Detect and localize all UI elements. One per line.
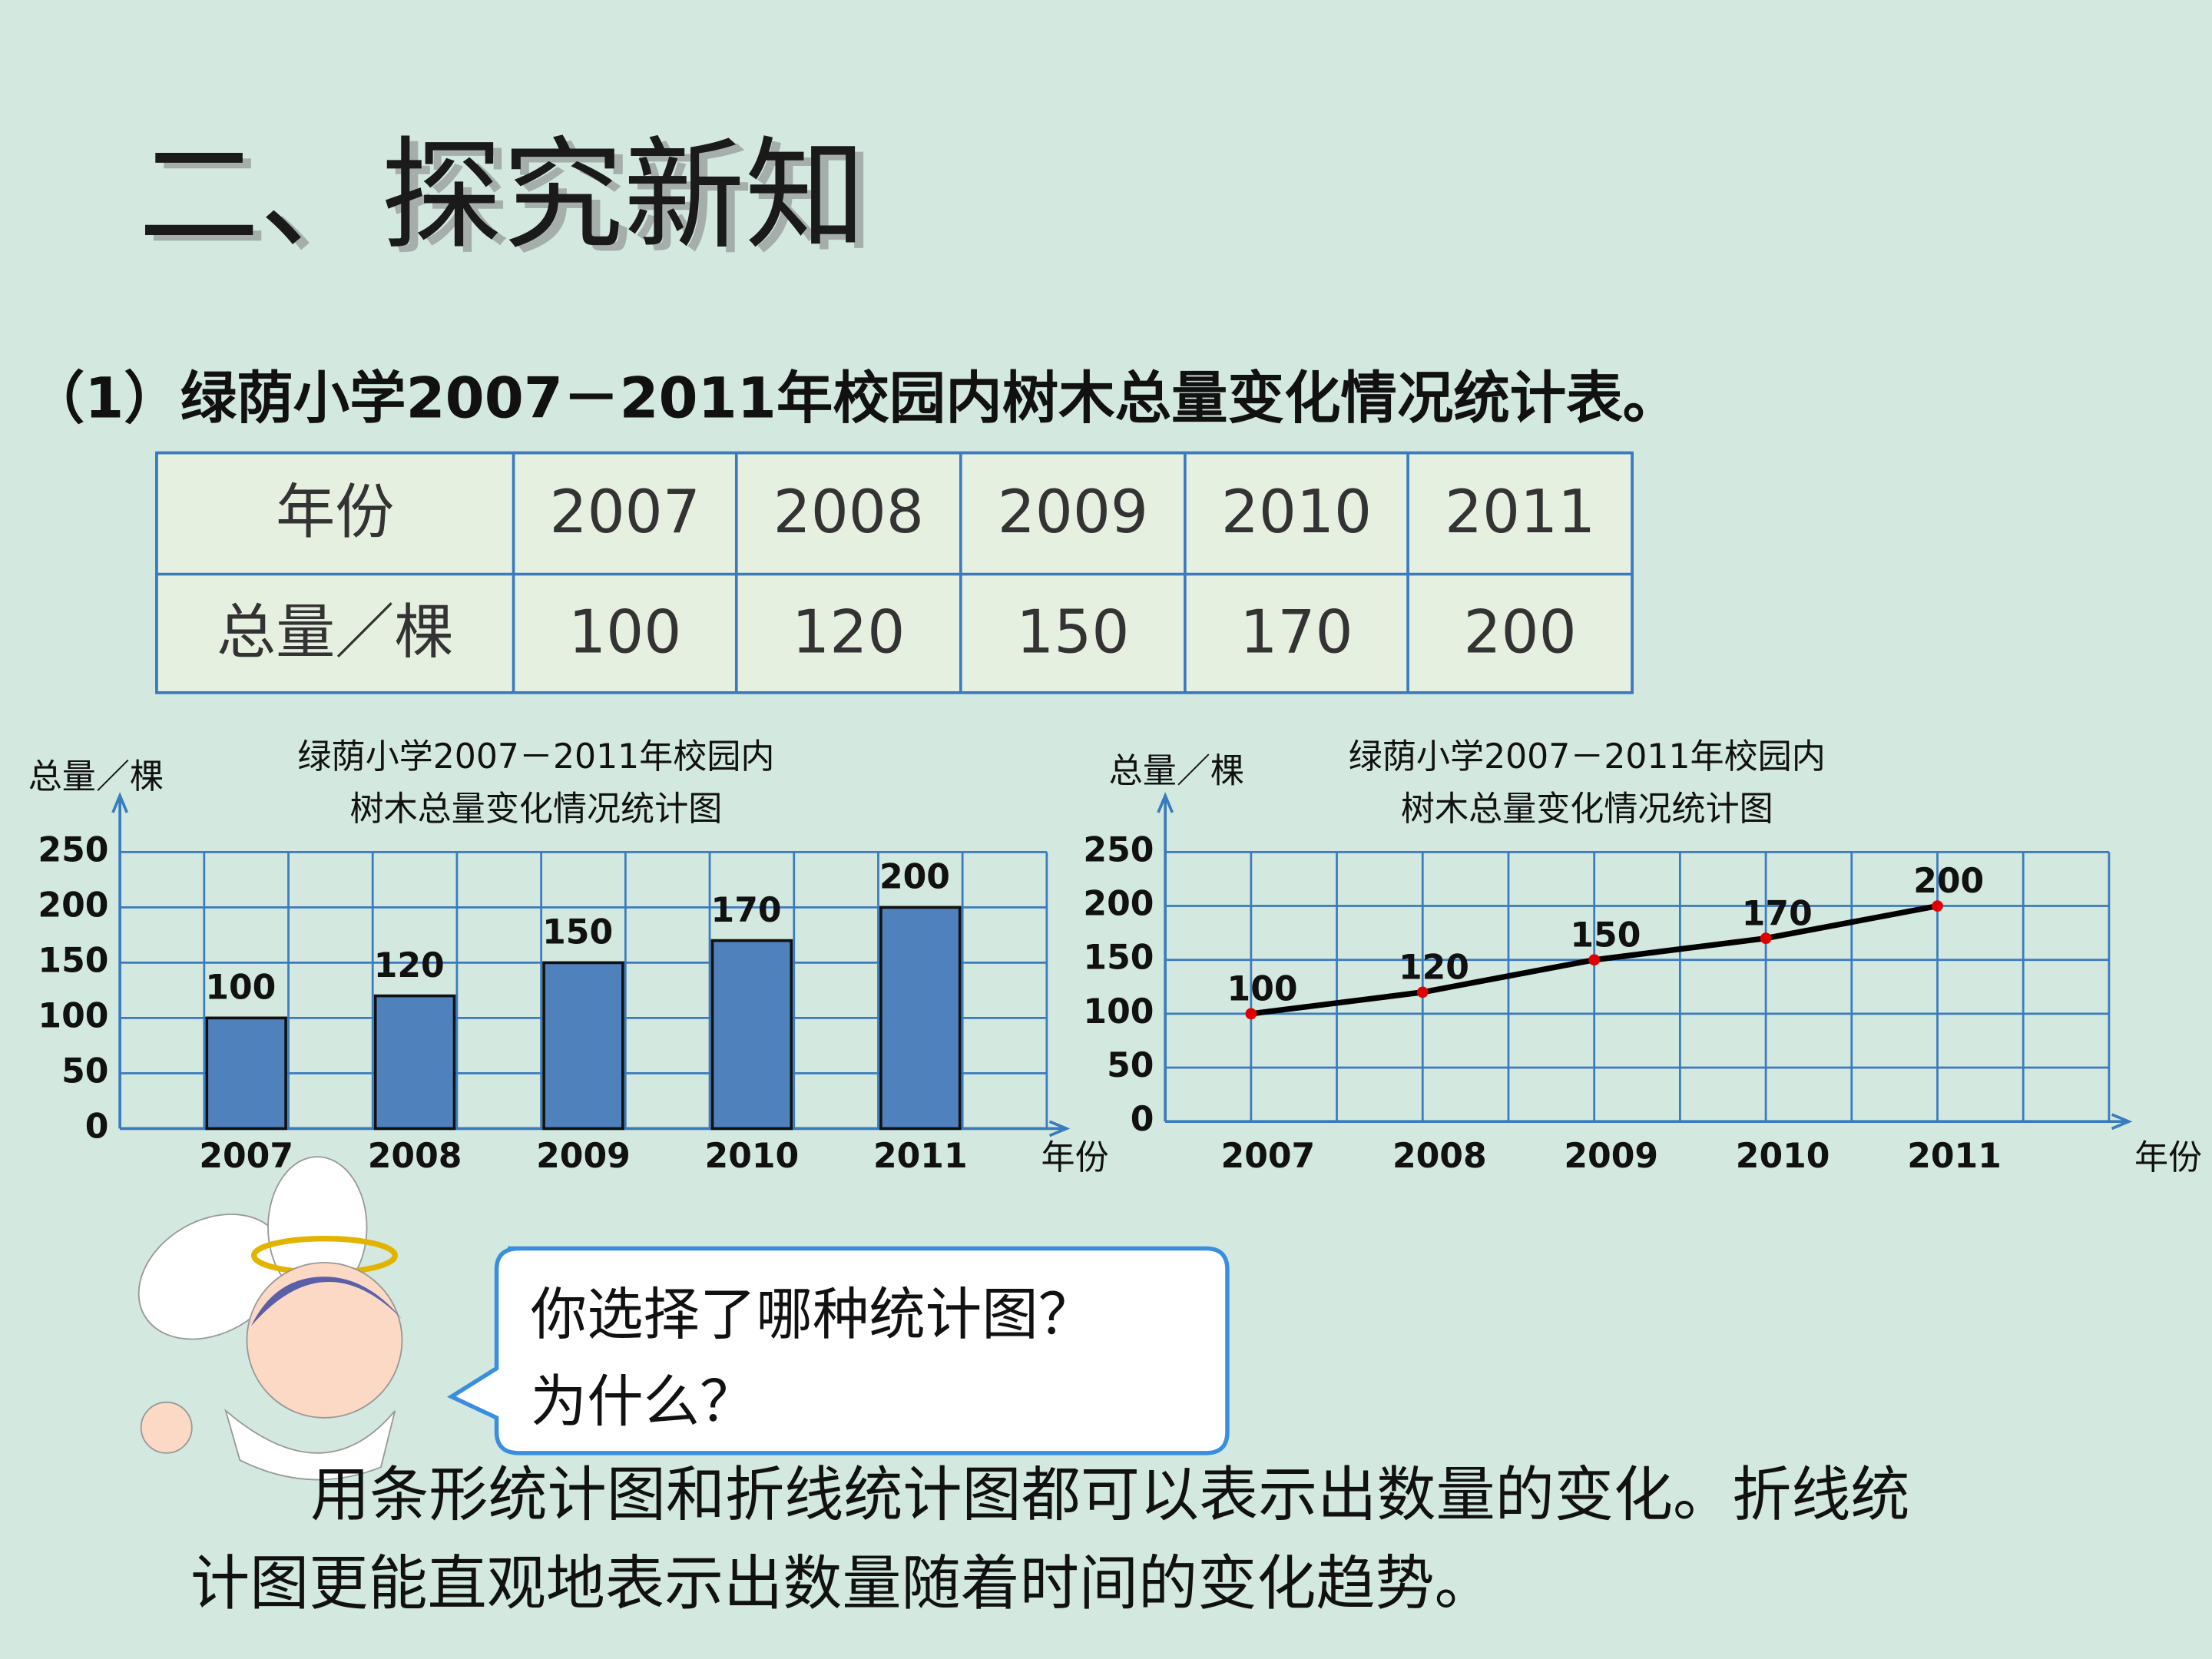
table-cell: 100	[568, 598, 681, 667]
y-axis-label: 总量／棵	[28, 757, 164, 796]
bar	[373, 994, 456, 1131]
table: 年份 2007 2008 2009 2010 2011 总量／棵 100 120 150 170 20…	[155, 451, 1634, 694]
table-cell: 总量／棵	[217, 598, 454, 667]
x-tick-label: 2011	[1907, 1137, 2002, 1176]
question: （1）绿荫小学2007－2011年校园内树木总量变化情况统计表。	[28, 366, 1679, 431]
point	[1245, 1008, 1257, 1020]
data-label: 200	[879, 858, 950, 897]
hair	[250, 1277, 402, 1326]
title-shadow: 二、探究新知	[147, 131, 875, 273]
point	[1760, 932, 1772, 944]
speech-bubble	[447, 1246, 1230, 1455]
x-tick-label: 2009	[536, 1137, 631, 1176]
table-cell: 年份	[276, 478, 394, 547]
title: 二、探究新知	[138, 125, 866, 267]
point	[1932, 900, 1943, 912]
y-tick-label: 100	[1083, 992, 1154, 1031]
table-cell: 200	[1463, 598, 1576, 667]
x-axis-label: 年份	[1041, 1138, 1109, 1177]
x-axis	[1165, 1113, 2133, 1131]
y-tick-label: 100	[38, 996, 108, 1035]
conclusion-line: 用条形统计图和折线统计图都可以表示出数量的变化。折线统	[310, 1460, 1909, 1529]
table-cell: 2008	[773, 478, 924, 547]
data-label: 170	[1742, 894, 1813, 933]
x-tick-label: 2008	[368, 1137, 462, 1176]
speech-line: 为什么？	[531, 1369, 757, 1435]
speech-line: 你选择了哪种统计图？	[531, 1282, 1095, 1347]
point	[1588, 954, 1601, 966]
y-tick-label: 0	[1131, 1100, 1154, 1139]
x-tick-label: 2010	[1736, 1137, 1830, 1176]
data-label: 200	[1913, 862, 1984, 901]
data-label: 150	[542, 913, 613, 952]
y-tick-label: 50	[1107, 1046, 1154, 1085]
x-tick-label: 2007	[199, 1137, 293, 1176]
table-cell: 2007	[550, 478, 700, 547]
chart-title: 绿荫小学2007－2011年校园内	[1349, 737, 1826, 777]
table-cell: 120	[792, 598, 905, 667]
y-tick-label: 50	[61, 1051, 108, 1091]
y-axis	[111, 792, 129, 1129]
y-tick-label: 150	[1083, 939, 1154, 978]
y-tick-label: 250	[1083, 830, 1154, 869]
y-tick-label: 200	[1083, 885, 1154, 924]
table-cell: 150	[1016, 598, 1129, 667]
data-label: 100	[1227, 969, 1298, 1008]
x-tick-label: 2011	[873, 1137, 968, 1176]
table-cell: 2010	[1221, 478, 1372, 547]
chart-title: 树木总量变化情况统计图	[350, 790, 723, 829]
bar	[710, 939, 793, 1131]
y-tick-label: 150	[38, 941, 108, 980]
conclusion-line: 计图更能直观地表示出数量随着时间的变化趋势。	[190, 1549, 1494, 1618]
data-label: 170	[711, 891, 782, 930]
point	[1416, 986, 1429, 998]
bar	[205, 1016, 287, 1131]
y-tick-label: 250	[38, 830, 108, 869]
head	[246, 1261, 403, 1419]
table-cell: 170	[1240, 598, 1353, 667]
bar	[542, 961, 624, 1131]
x-tick-label: 2009	[1564, 1137, 1658, 1176]
y-tick-label: 0	[85, 1107, 109, 1146]
data-label: 120	[374, 946, 445, 985]
x-tick-label: 2008	[1392, 1137, 1487, 1176]
y-axis-label: 总量／棵	[1109, 752, 1244, 791]
bar	[879, 906, 962, 1131]
table-cell: 2011	[1445, 478, 1595, 547]
table-cell: 2009	[998, 478, 1148, 547]
angel-illustration	[137, 1156, 403, 1481]
robe	[224, 1409, 396, 1481]
x-axis-label: 年份	[2134, 1138, 2202, 1177]
x-tick-label: 2010	[705, 1137, 800, 1176]
data-label: 150	[1570, 916, 1641, 955]
foot	[140, 1401, 193, 1454]
x-tick-label: 2007	[1221, 1137, 1316, 1176]
chart-title: 树木总量变化情况统计图	[1401, 790, 1773, 829]
data-label: 120	[1399, 948, 1469, 987]
chart-title: 绿荫小学2007－2011年校园内	[297, 737, 774, 777]
y-tick-label: 200	[38, 886, 108, 925]
y-axis	[1157, 792, 1174, 1122]
data-label: 100	[205, 969, 276, 1008]
